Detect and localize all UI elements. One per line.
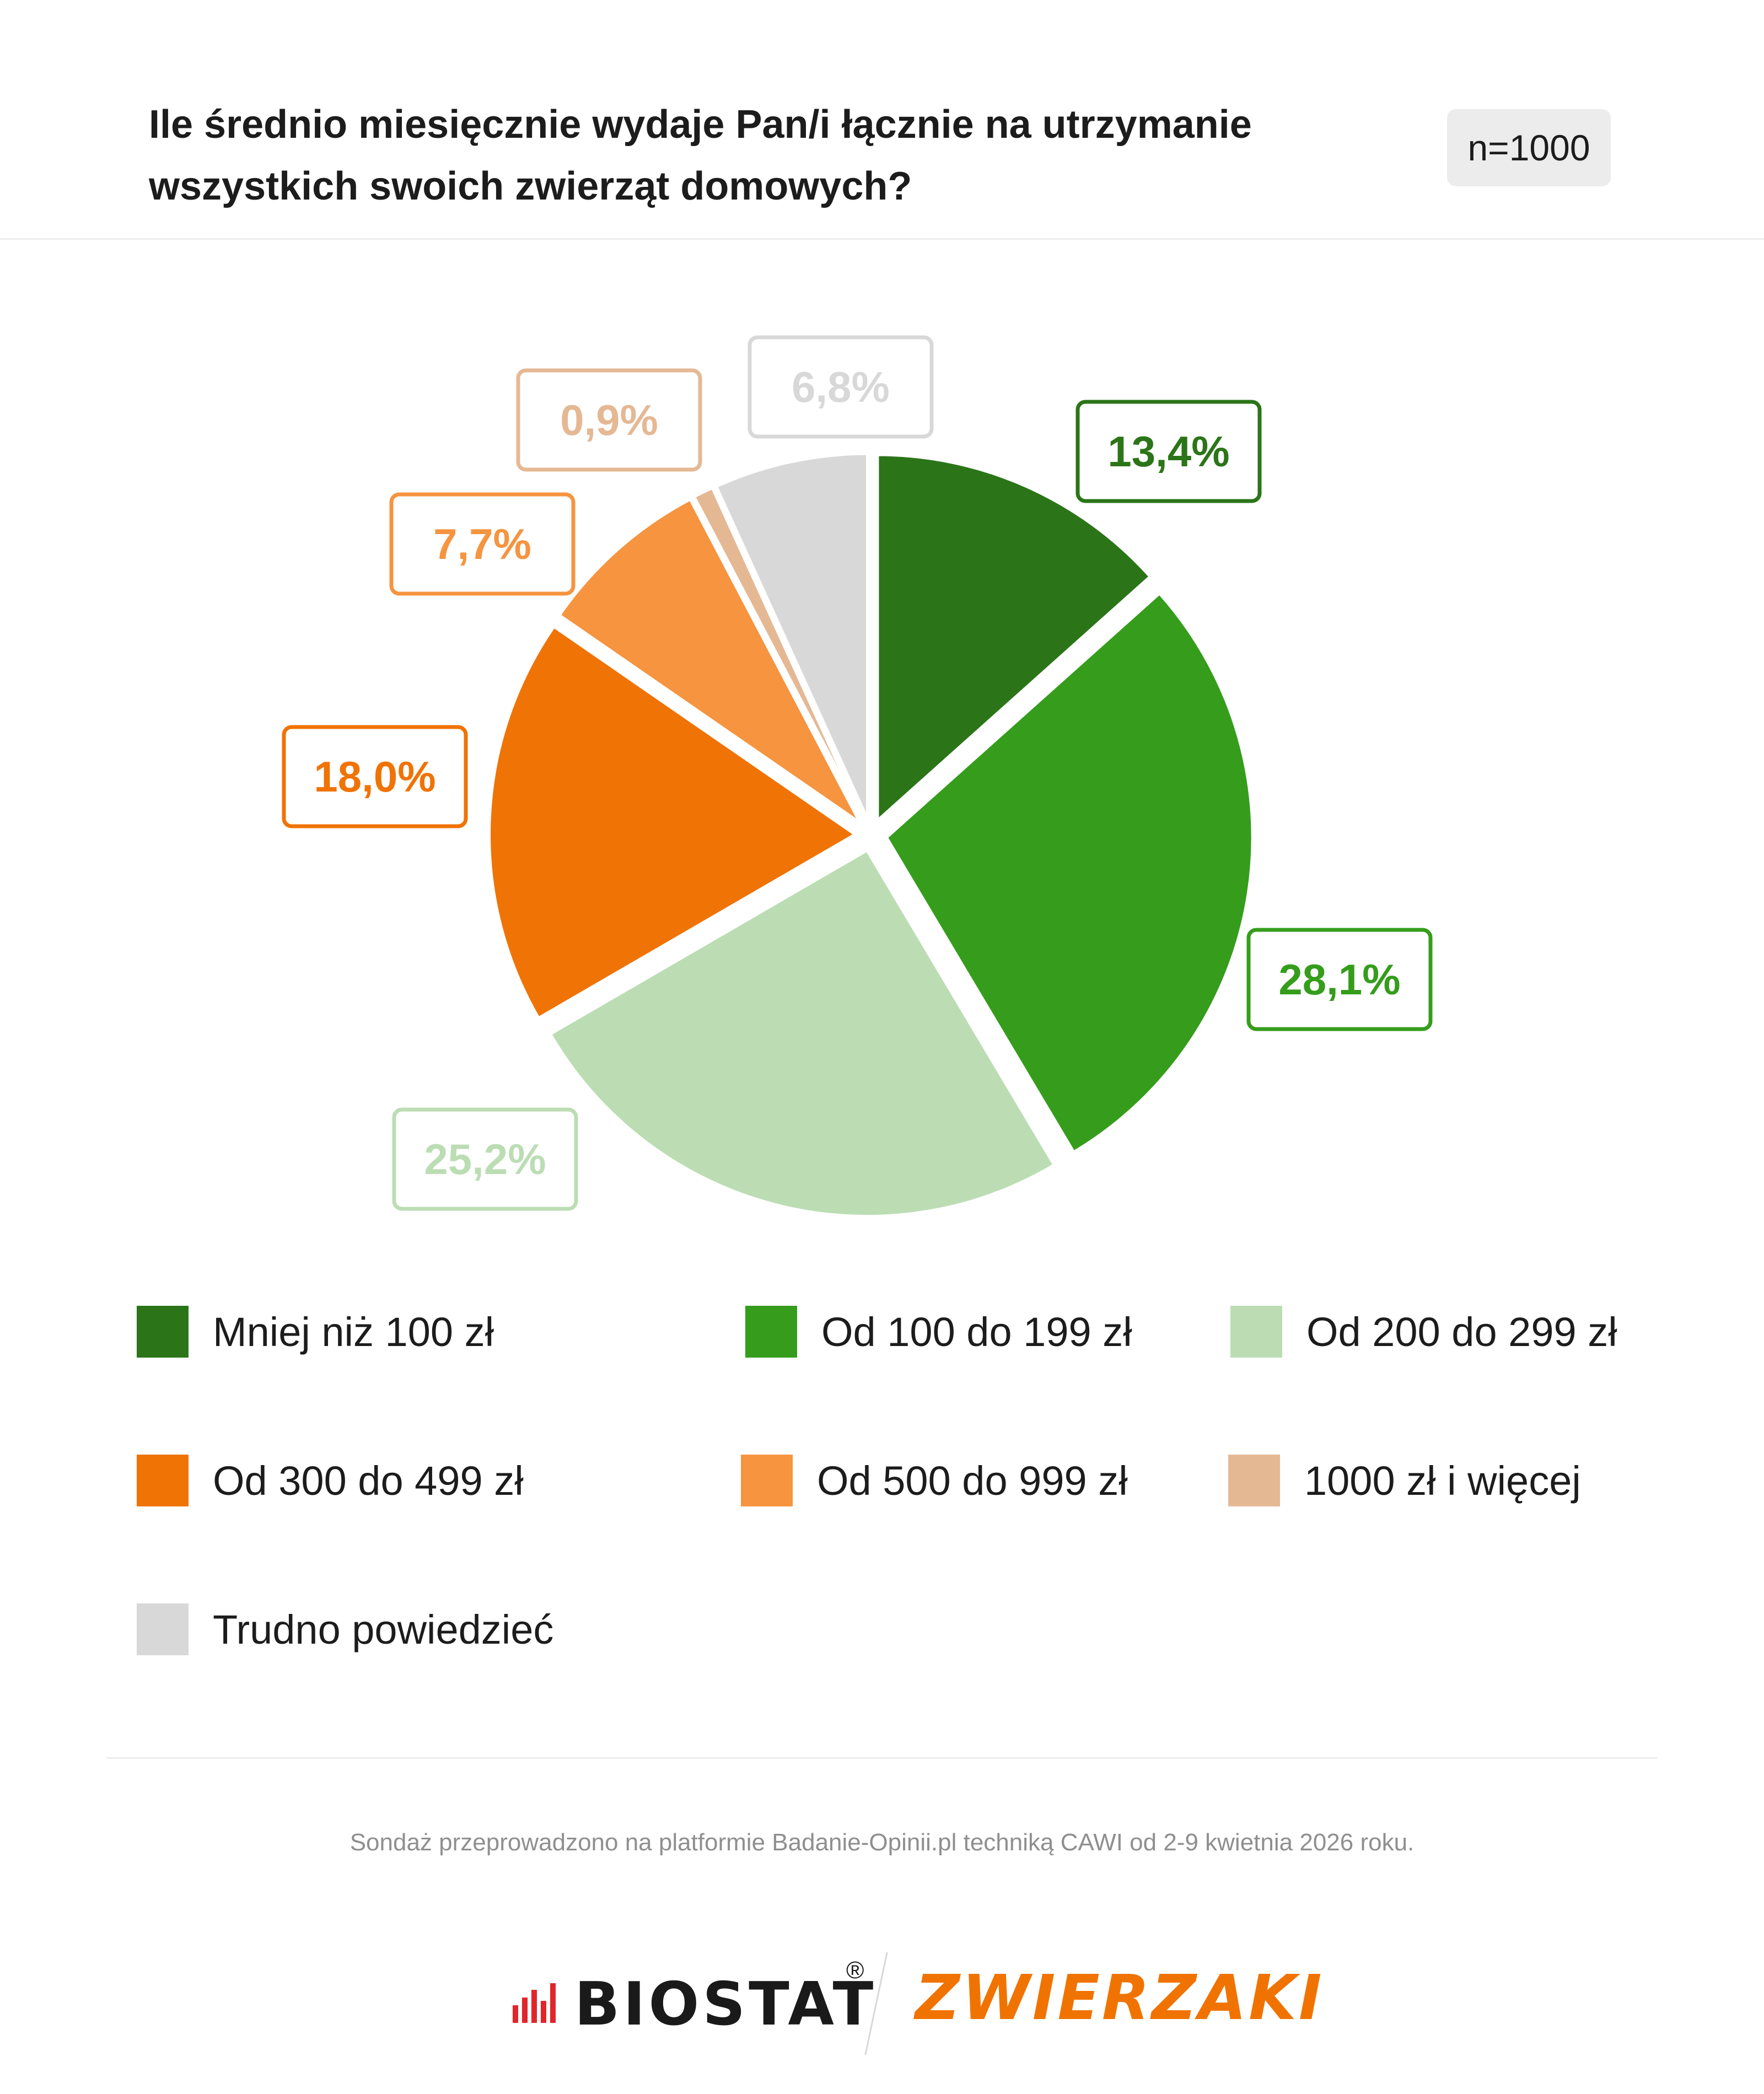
legend-item-6: Trudno powiedzieć bbox=[137, 1602, 553, 1657]
footer-divider bbox=[107, 1757, 1657, 1759]
pie-slices bbox=[487, 451, 1255, 1219]
legend-swatch-4 bbox=[741, 1455, 793, 1506]
registered-mark: ® bbox=[846, 1957, 864, 1984]
pie-slice-4 bbox=[557, 497, 863, 826]
legend-item-0: Mniej niż 100 zł bbox=[137, 1304, 494, 1359]
data-label-box-2 bbox=[392, 1107, 578, 1211]
pie-slice-1 bbox=[884, 591, 1255, 1154]
legend-item-2: Od 200 do 299 zł bbox=[1230, 1304, 1617, 1359]
data-label-text-1: 28,1% bbox=[1278, 955, 1400, 1004]
legend-label-2: Od 200 do 299 zł bbox=[1306, 1309, 1617, 1355]
biostat-logo: BIOSTAT bbox=[574, 1970, 877, 2039]
legend-item-4: Od 500 do 999 zł bbox=[741, 1453, 1128, 1508]
data-label-box-5 bbox=[516, 368, 702, 472]
data-label-text-5: 0,9% bbox=[560, 396, 658, 444]
data-label-text-4: 7,7% bbox=[433, 520, 531, 568]
data-label-0: 13,4% bbox=[1075, 400, 1262, 503]
data-label-box-4 bbox=[389, 492, 576, 596]
pie-slice-2 bbox=[548, 848, 1056, 1219]
legend-swatch-3 bbox=[137, 1455, 189, 1506]
data-label-box-3 bbox=[282, 725, 468, 828]
data-label-box-0 bbox=[1075, 400, 1262, 503]
data-label-4: 7,7% bbox=[389, 492, 576, 596]
data-label-text-6: 6,8% bbox=[792, 363, 890, 411]
data-label-5: 0,9% bbox=[516, 368, 702, 472]
pie-chart: 13,4% 28,1% 25,2% 18,0% 7,7% 0,9% 6,8% bbox=[282, 335, 1433, 1219]
legend-swatch-2 bbox=[1230, 1306, 1282, 1358]
data-label-2: 25,2% bbox=[392, 1107, 578, 1211]
data-label-box-1 bbox=[1246, 928, 1433, 1031]
chart-title-line-1: Ile średnio miesięcznie wydaje Pan/i łąc… bbox=[149, 103, 1252, 147]
legend-item-1: Od 100 do 199 zł bbox=[745, 1304, 1132, 1359]
chart-title: Ile średnio miesięcznie wydaje Pan/i łąc… bbox=[149, 94, 1334, 217]
legend-swatch-5 bbox=[1228, 1455, 1280, 1506]
pie-slice-0 bbox=[875, 453, 1153, 823]
legend-label-4: Od 500 do 999 zł bbox=[817, 1457, 1128, 1504]
sample-size-badge: n=1000 bbox=[1447, 109, 1611, 186]
legend-label-6: Trudno powiedzieć bbox=[213, 1606, 554, 1652]
legend-swatch-0 bbox=[137, 1306, 189, 1358]
data-label-text-2: 25,2% bbox=[424, 1135, 546, 1183]
biostat-bars-icon bbox=[513, 1983, 556, 2023]
data-label-text-0: 13,4% bbox=[1107, 427, 1229, 476]
data-label-box-6 bbox=[747, 335, 934, 439]
legend-label-3: Od 300 do 499 zł bbox=[213, 1457, 524, 1504]
data-label-6: 6,8% bbox=[747, 335, 934, 439]
legend-label-0: Mniej niż 100 zł bbox=[213, 1309, 494, 1355]
legend-item-5: 1000 zł i więcej bbox=[1228, 1453, 1581, 1508]
survey-footnote: Sondaż przeprowadzono na platformie Bada… bbox=[349, 1829, 1415, 1856]
legend-label-5: 1000 zł i więcej bbox=[1304, 1457, 1581, 1504]
data-label-1: 28,1% bbox=[1246, 928, 1433, 1031]
legend-item-3: Od 300 do 499 zł bbox=[137, 1453, 524, 1508]
legend-label-1: Od 100 do 199 zł bbox=[821, 1309, 1132, 1355]
header-divider bbox=[0, 238, 1764, 240]
data-label-3: 18,0% bbox=[282, 725, 468, 828]
footer-logos: BIOSTAT ® ZWIERZAKI bbox=[513, 1946, 1322, 2056]
legend-swatch-6 bbox=[137, 1603, 189, 1655]
pie-data-labels: 13,4% 28,1% 25,2% 18,0% 7,7% 0,9% 6,8% bbox=[282, 335, 1433, 1211]
zwierzaki-logo: ZWIERZAKI bbox=[915, 1962, 1324, 2034]
pie-slice-3 bbox=[487, 625, 858, 1020]
pie-slice-5 bbox=[692, 486, 866, 823]
chart-title-line-2: wszystkich swoich zwierząt domowych? bbox=[149, 164, 912, 208]
pie-slice-6 bbox=[714, 451, 870, 822]
data-label-text-3: 18,0% bbox=[314, 752, 435, 801]
legend-swatch-1 bbox=[745, 1306, 797, 1358]
